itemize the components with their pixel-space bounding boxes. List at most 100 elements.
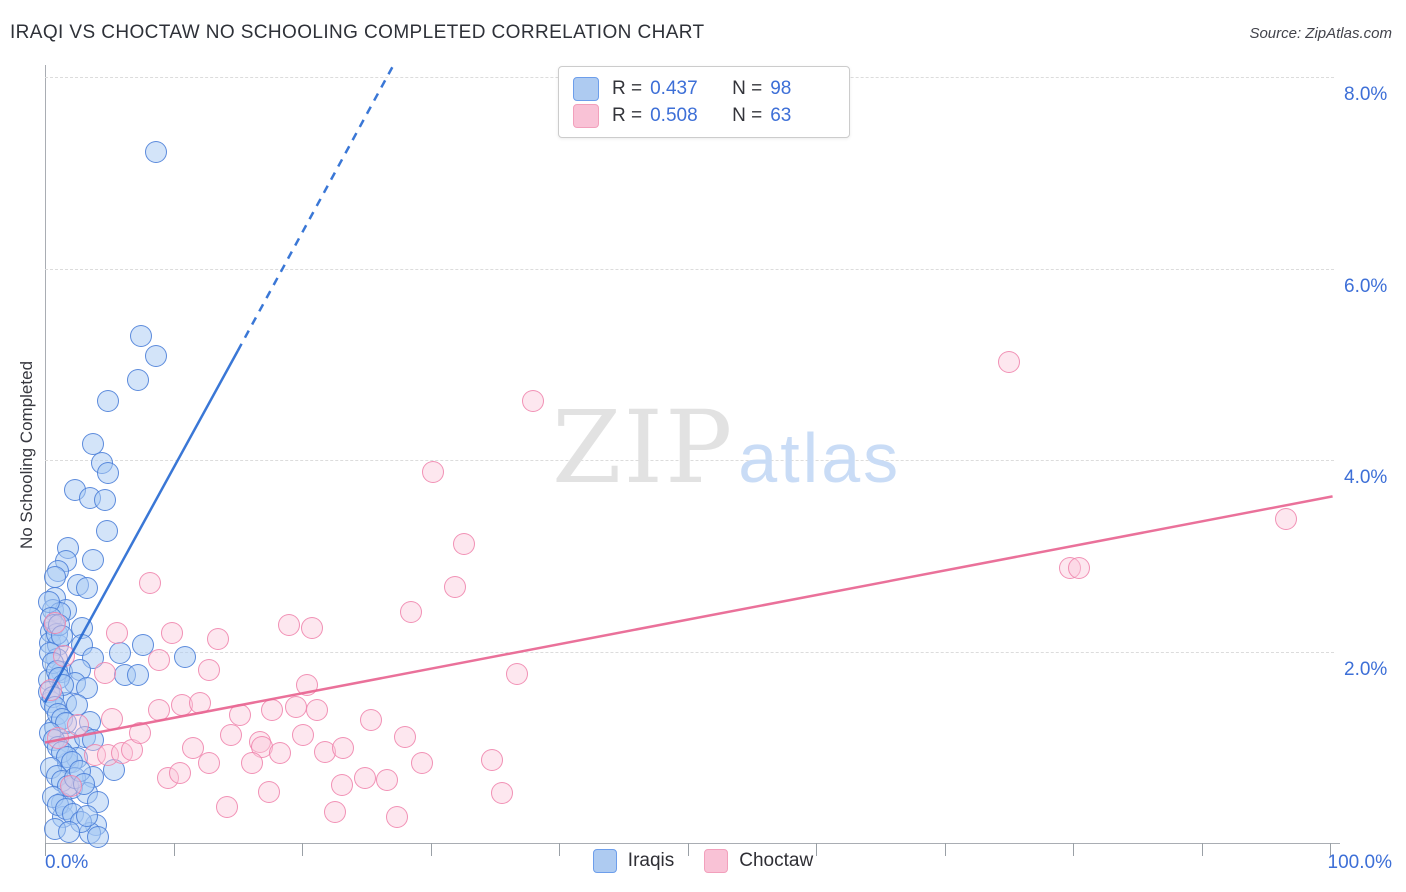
gridline-6.0% (45, 268, 1334, 270)
gridline-2.0% (45, 651, 1334, 653)
source-text: Source: ZipAtlas.com (1249, 25, 1392, 42)
x-tick-mark (1201, 843, 1203, 856)
scatter-point-choctaw (148, 649, 171, 672)
scatter-point-choctaw (306, 698, 329, 721)
y-tick-label: 4.0% (1344, 467, 1388, 488)
scatter-point-choctaw (257, 781, 280, 804)
scatter-point-choctaw (332, 737, 355, 760)
scatter-point-iraqis (130, 324, 153, 347)
scatter-point-choctaw (353, 766, 376, 789)
scatter-point-choctaw (129, 721, 152, 744)
scatter-point-choctaw (53, 645, 76, 668)
iraqis-swatch-icon (573, 76, 599, 101)
scatter-point-choctaw (360, 709, 383, 732)
x-tick-mark (302, 843, 303, 856)
x-axis-min-label: 0.0% (45, 852, 89, 873)
scatter-point-choctaw (44, 611, 67, 634)
x-tick-mark (430, 843, 432, 856)
scatter-point-iraqis (144, 140, 167, 163)
scatter-point-iraqis (174, 646, 197, 669)
x-tick-mark (45, 843, 46, 856)
scatter-point-iraqis (126, 664, 149, 687)
r-label: R = (612, 77, 643, 99)
scatter-point-choctaw (375, 768, 398, 791)
scatter-point-choctaw (443, 576, 466, 599)
scatter-point-iraqis (94, 489, 117, 512)
scatter-point-choctaw (139, 571, 162, 594)
x-tick-mark (944, 843, 946, 856)
iraqis-swatch-icon (592, 849, 617, 873)
page-title: IRAQI VS CHOCTAW NO SCHOOLING COMPLETED … (10, 22, 705, 43)
x-tick-mark (1073, 843, 1074, 856)
zipatlas-watermark: ZIP atlas (552, 398, 901, 498)
scatter-point-choctaw (220, 723, 243, 746)
scatter-point-choctaw (410, 751, 433, 774)
scatter-point-choctaw (189, 692, 212, 715)
scatter-point-choctaw (452, 533, 475, 556)
scatter-point-choctaw (198, 751, 221, 774)
scatter-point-choctaw (296, 674, 319, 696)
scatter-point-choctaw (216, 795, 239, 818)
scatter-point-iraqis (86, 826, 109, 849)
r-label: R = (612, 104, 643, 126)
scatter-point-choctaw (481, 748, 504, 771)
scatter-point-choctaw (168, 762, 191, 785)
scatter-point-iraqis (126, 368, 149, 391)
choctaw-swatch-icon (704, 849, 729, 873)
legend-box: R = 0.437 N = 98 R = 0.508 N = 63 (558, 66, 850, 138)
x-axis-max-label: 100.0% (1327, 852, 1392, 873)
n-value-iraqis: 98 (770, 77, 792, 99)
scatter-point-iraqis (96, 462, 119, 485)
r-value-choctaw: 0.508 (650, 104, 698, 126)
x-tick-mark (559, 843, 560, 856)
n-label: N = (732, 104, 763, 126)
watermark-zip: ZIP (552, 389, 735, 506)
scatter-point-choctaw (100, 707, 123, 730)
scatter-point-choctaw (284, 696, 307, 719)
x-tick-mark (1330, 843, 1331, 856)
y-tick-label: 2.0% (1344, 658, 1388, 680)
scatter-point-choctaw (261, 698, 284, 721)
gridline-4.0% (45, 460, 1334, 461)
scatter-point-choctaw (148, 698, 171, 721)
scatter-point-choctaw (393, 725, 416, 748)
n-value-choctaw: 63 (770, 104, 792, 126)
scatter-point-choctaw (491, 782, 514, 805)
x-tick-mark (687, 843, 689, 856)
watermark-atlas: atlas (738, 419, 902, 497)
legend-item-iraqis: Iraqis (592, 849, 675, 873)
scatter-point-choctaw (324, 801, 347, 824)
scatter-point-choctaw (292, 723, 315, 746)
scatter-point-choctaw (240, 751, 263, 774)
scatter-point-choctaw (105, 622, 128, 645)
scatter-point-choctaw (198, 658, 221, 681)
legend-label-iraqis: Iraqis (627, 850, 675, 871)
scatter-point-choctaw (422, 461, 445, 484)
scatter-point-choctaw (94, 661, 117, 684)
scatter-point-choctaw (278, 613, 301, 636)
y-tick-label: 6.0% (1344, 275, 1388, 297)
scatter-point-iraqis (81, 548, 104, 571)
scatter-point-iraqis (76, 577, 99, 600)
x-tick-mark (173, 843, 175, 856)
r-value-iraqis: 0.437 (650, 77, 698, 99)
scatter-point-choctaw (505, 662, 528, 685)
scatter-point-iraqis (44, 565, 67, 588)
scatter-point-iraqis (96, 389, 119, 412)
trend-line-iraqis-extension (236, 64, 395, 352)
scatter-point-choctaw (1275, 508, 1298, 531)
scatter-point-choctaw (522, 389, 545, 412)
scatter-point-choctaw (301, 616, 324, 639)
series-legend: Iraqis Choctaw (0, 849, 1406, 873)
legend-row-choctaw: R = 0.508 N = 63 (573, 102, 835, 129)
scatter-point-choctaw (386, 806, 409, 829)
legend-label-choctaw: Choctaw (739, 850, 814, 871)
scatter-point-iraqis (76, 805, 99, 828)
legend-row-iraqis: R = 0.437 N = 98 (573, 75, 835, 102)
scatter-point-choctaw (59, 774, 82, 797)
scatter-point-choctaw (997, 351, 1020, 374)
y-axis-label: No Schooling Completed (17, 360, 36, 550)
x-tick-mark (816, 843, 817, 856)
scatter-point-choctaw (229, 703, 252, 726)
